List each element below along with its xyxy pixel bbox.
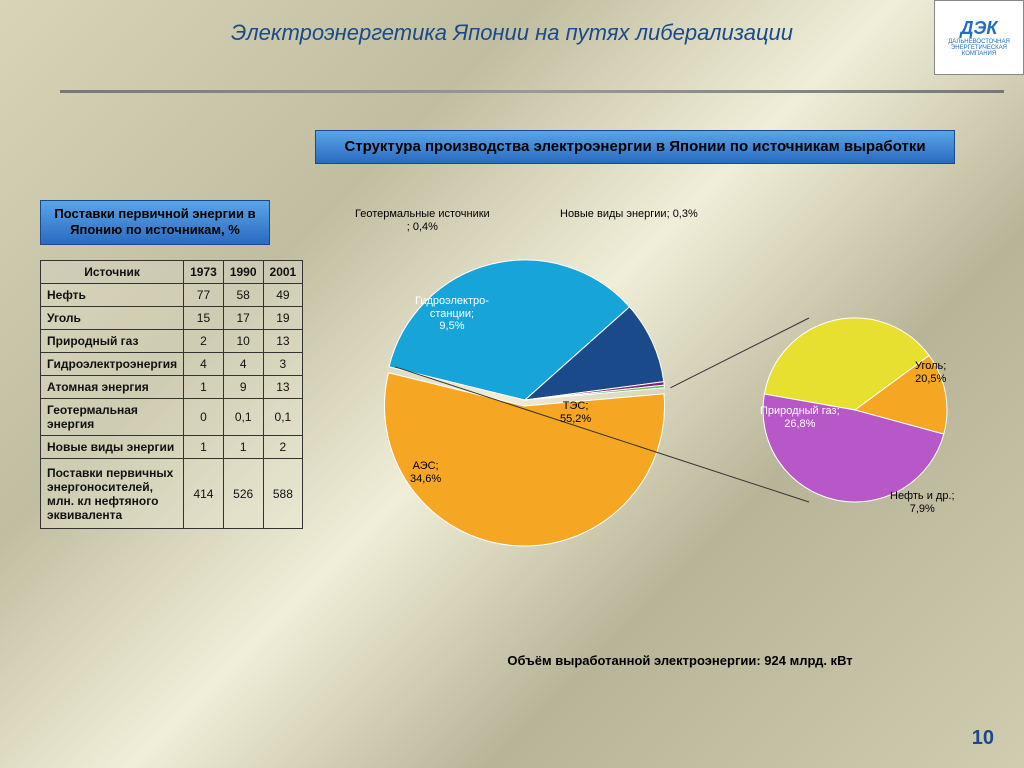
value-cell: 77 (184, 284, 224, 307)
table-row: Нефть775849 (41, 284, 303, 307)
pie-slice-label: Гидроэлектро- станции; 9,5% (415, 295, 489, 333)
energy-table: Источник197319902001 Нефть775849Уголь151… (40, 260, 303, 529)
chart-area: ТЭС; 55,2% АЭС; 34,6% Гидроэлектро- станци… (300, 200, 1000, 700)
logo-sub-text: ДАЛЬНЕВОСТОЧНАЯ ЭНЕРГЕТИЧЕСКАЯ КОМПАНИЯ (935, 39, 1023, 57)
value-cell: 1 (184, 436, 224, 459)
table-row: Поставки первичных энергоносителей, млн.… (41, 459, 303, 529)
page-title: Электроэнергетика Японии на путях либера… (0, 20, 1024, 46)
row-label-cell: Гидроэлектроэнергия (41, 353, 184, 376)
row-label-cell: Уголь (41, 307, 184, 330)
value-cell: 0,1 (263, 399, 303, 436)
divider (60, 90, 1004, 93)
pie-slice-label: Уголь; 20,5% (915, 360, 946, 385)
row-label-cell: Новые виды энергии (41, 436, 184, 459)
table-row: Новые виды энергии112 (41, 436, 303, 459)
pie-slice-label: АЭС; 34,6% (410, 460, 441, 485)
value-cell: 15 (184, 307, 224, 330)
value-cell: 19 (263, 307, 303, 330)
logo-main-text: ДЭК (960, 18, 997, 39)
value-cell: 4 (223, 353, 263, 376)
value-cell: 4 (184, 353, 224, 376)
pie-slice-label: Геотермальные источники ; 0,4% (355, 208, 490, 233)
row-label-cell: Нефть (41, 284, 184, 307)
table-header-cell: 1973 (184, 261, 224, 284)
value-cell: 13 (263, 330, 303, 353)
value-cell: 17 (223, 307, 263, 330)
value-cell: 588 (263, 459, 303, 529)
row-label-cell: Геотермальная энергия (41, 399, 184, 436)
value-cell: 2 (263, 436, 303, 459)
table-header-cell: 2001 (263, 261, 303, 284)
connector-line (670, 318, 809, 388)
main-banner: Структура производства электроэнергии в … (315, 130, 955, 164)
value-cell: 49 (263, 284, 303, 307)
value-cell: 0,1 (223, 399, 263, 436)
table-row: Геотермальная энергия00,10,1 (41, 399, 303, 436)
value-cell: 2 (184, 330, 224, 353)
table-row: Уголь151719 (41, 307, 303, 330)
table-row: Природный газ21013 (41, 330, 303, 353)
row-label-cell: Поставки первичных энергоносителей, млн.… (41, 459, 184, 529)
table-row: Гидроэлектроэнергия443 (41, 353, 303, 376)
pie-slice-label: Нефть и др.; 7,9% (890, 490, 955, 515)
table-header-row: Источник197319902001 (41, 261, 303, 284)
pie-chart-main (300, 200, 1000, 700)
row-label-cell: Природный газ (41, 330, 184, 353)
table-header-cell: 1990 (223, 261, 263, 284)
value-cell: 526 (223, 459, 263, 529)
value-cell: 58 (223, 284, 263, 307)
value-cell: 414 (184, 459, 224, 529)
value-cell: 10 (223, 330, 263, 353)
row-label-cell: Атомная энергия (41, 376, 184, 399)
pie-slice-label: Природный газ; 26,8% (760, 405, 840, 430)
pie-slice-label: ТЭС; 55,2% (560, 400, 591, 425)
value-cell: 9 (223, 376, 263, 399)
value-cell: 3 (263, 353, 303, 376)
value-cell: 1 (184, 376, 224, 399)
side-banner: Поставки первичной энергии в Японию по и… (40, 200, 270, 245)
value-cell: 13 (263, 376, 303, 399)
table-row: Атомная энергия1913 (41, 376, 303, 399)
table-body: Нефть775849Уголь151719Природный газ21013… (41, 284, 303, 529)
value-cell: 0 (184, 399, 224, 436)
chart-caption: Объём выработанной электроэнергии: 924 м… (430, 653, 930, 668)
pie-slice-label: Новые виды энергии; 0,3% (560, 208, 698, 221)
page-number: 10 (972, 727, 994, 750)
logo-badge: ДЭК ДАЛЬНЕВОСТОЧНАЯ ЭНЕРГЕТИЧЕСКАЯ КОМПА… (934, 0, 1024, 75)
table-header-cell: Источник (41, 261, 184, 284)
value-cell: 1 (223, 436, 263, 459)
